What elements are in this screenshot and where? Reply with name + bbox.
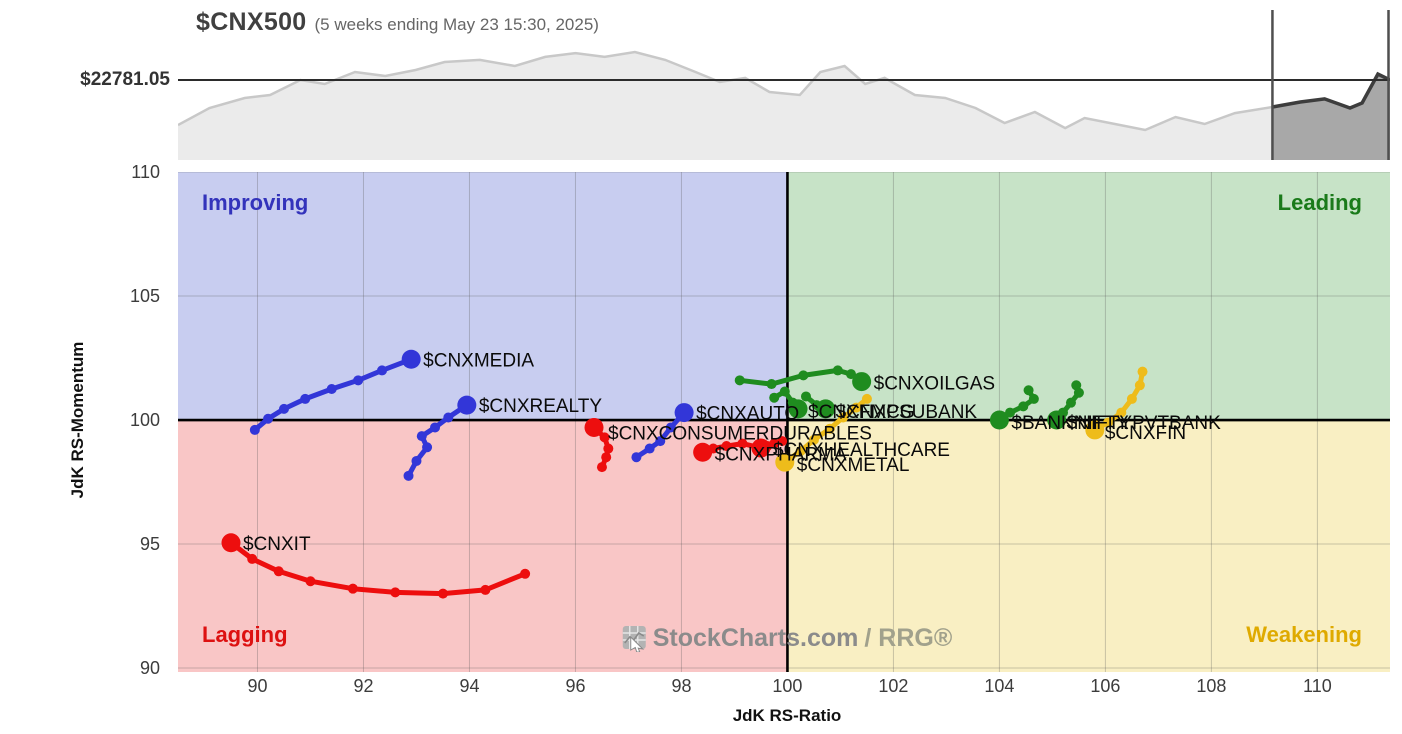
chart-header: $CNX500 (5 weeks ending May 23 15:30, 20… bbox=[196, 8, 599, 37]
quadrant-label-lagging: Lagging bbox=[202, 622, 288, 647]
svg-text:$CNXPSUBANK: $CNXPSUBANK bbox=[836, 402, 978, 423]
svg-text:$CNXMETAL: $CNXMETAL bbox=[797, 455, 910, 476]
stockcharts-logo-icon bbox=[622, 626, 646, 652]
y-tick-label: 110 bbox=[131, 162, 160, 182]
rrg-plot: $CNXMEDIA $CNXREALTY $CNXAUTO $CNXIT $CNXCON… bbox=[178, 172, 1390, 672]
y-tick-label: 100 bbox=[129, 410, 160, 431]
x-tick-label: 108 bbox=[1196, 676, 1227, 696]
x-axis-ticks: 90 92 94 96 98 100 102 104 106 108 110 bbox=[178, 676, 1390, 700]
watermark-brand: StockCharts.com bbox=[652, 624, 859, 652]
quadrant-label-improving: Improving bbox=[202, 190, 309, 215]
price-level-label: $22781.05 bbox=[80, 69, 170, 90]
svg-text:$CNXHEALTHCARE: $CNXHEALTHCARE bbox=[773, 440, 950, 461]
x-tick-label: 90 bbox=[247, 676, 268, 696]
x-tick-label: 104 bbox=[984, 676, 1015, 696]
svg-text:$NIFTYPVTBANK: $NIFTYPVTBANK bbox=[1067, 413, 1221, 434]
x-tick-label: 96 bbox=[565, 676, 586, 696]
x-tick-label: 92 bbox=[353, 676, 374, 696]
x-tick-label: 106 bbox=[1090, 676, 1121, 696]
symbol-title: $CNX500 bbox=[196, 8, 307, 36]
price-sparkline bbox=[178, 10, 1390, 160]
svg-text:$CNXOILGAS: $CNXOILGAS bbox=[874, 374, 995, 395]
svg-text:$BANKNIFTY: $BANKNIFTY bbox=[1011, 413, 1129, 434]
y-axis-ticks: 90 95 100 105 110 bbox=[0, 162, 166, 678]
y-tick-label: 105 bbox=[129, 286, 160, 306]
watermark-suffix: / RRG® bbox=[864, 624, 953, 652]
y-tick-label: 95 bbox=[139, 534, 160, 555]
x-tick-label: 100 bbox=[772, 676, 803, 696]
svg-text:$CNXMEDIA: $CNXMEDIA bbox=[423, 350, 534, 371]
quadrant-label-leading: Leading bbox=[1277, 190, 1362, 215]
svg-text:$CNXPHARMA: $CNXPHARMA bbox=[715, 444, 847, 465]
watermark: StockCharts.com / RRG® bbox=[622, 624, 953, 653]
svg-text:$CNXCONSUMERDURABLES: $CNXCONSUMERDURABLES bbox=[608, 423, 872, 444]
x-tick-label: 102 bbox=[878, 676, 909, 696]
svg-text:$CNXAUTO: $CNXAUTO bbox=[696, 404, 799, 425]
y-tick-label: 90 bbox=[139, 658, 160, 679]
y-axis-title: JdK RS-Momentum bbox=[68, 341, 87, 499]
x-tick-label: 94 bbox=[459, 676, 480, 696]
quadrant-label-weakening: Weakening bbox=[1246, 622, 1362, 647]
svg-text:$CNXFMCG: $CNXFMCG bbox=[808, 402, 915, 423]
svg-text:$CNXREALTY: $CNXREALTY bbox=[479, 396, 603, 417]
x-axis-title: JdK RS-Ratio bbox=[732, 706, 842, 725]
svg-text:$CNXIT: $CNXIT bbox=[243, 534, 311, 555]
period-subtitle: (5 weeks ending May 23 15:30, 2025) bbox=[314, 15, 599, 34]
x-tick-label: 110 bbox=[1303, 676, 1332, 696]
x-tick-label: 98 bbox=[671, 676, 692, 696]
svg-text:$CNXFIN: $CNXFIN bbox=[1105, 423, 1186, 444]
